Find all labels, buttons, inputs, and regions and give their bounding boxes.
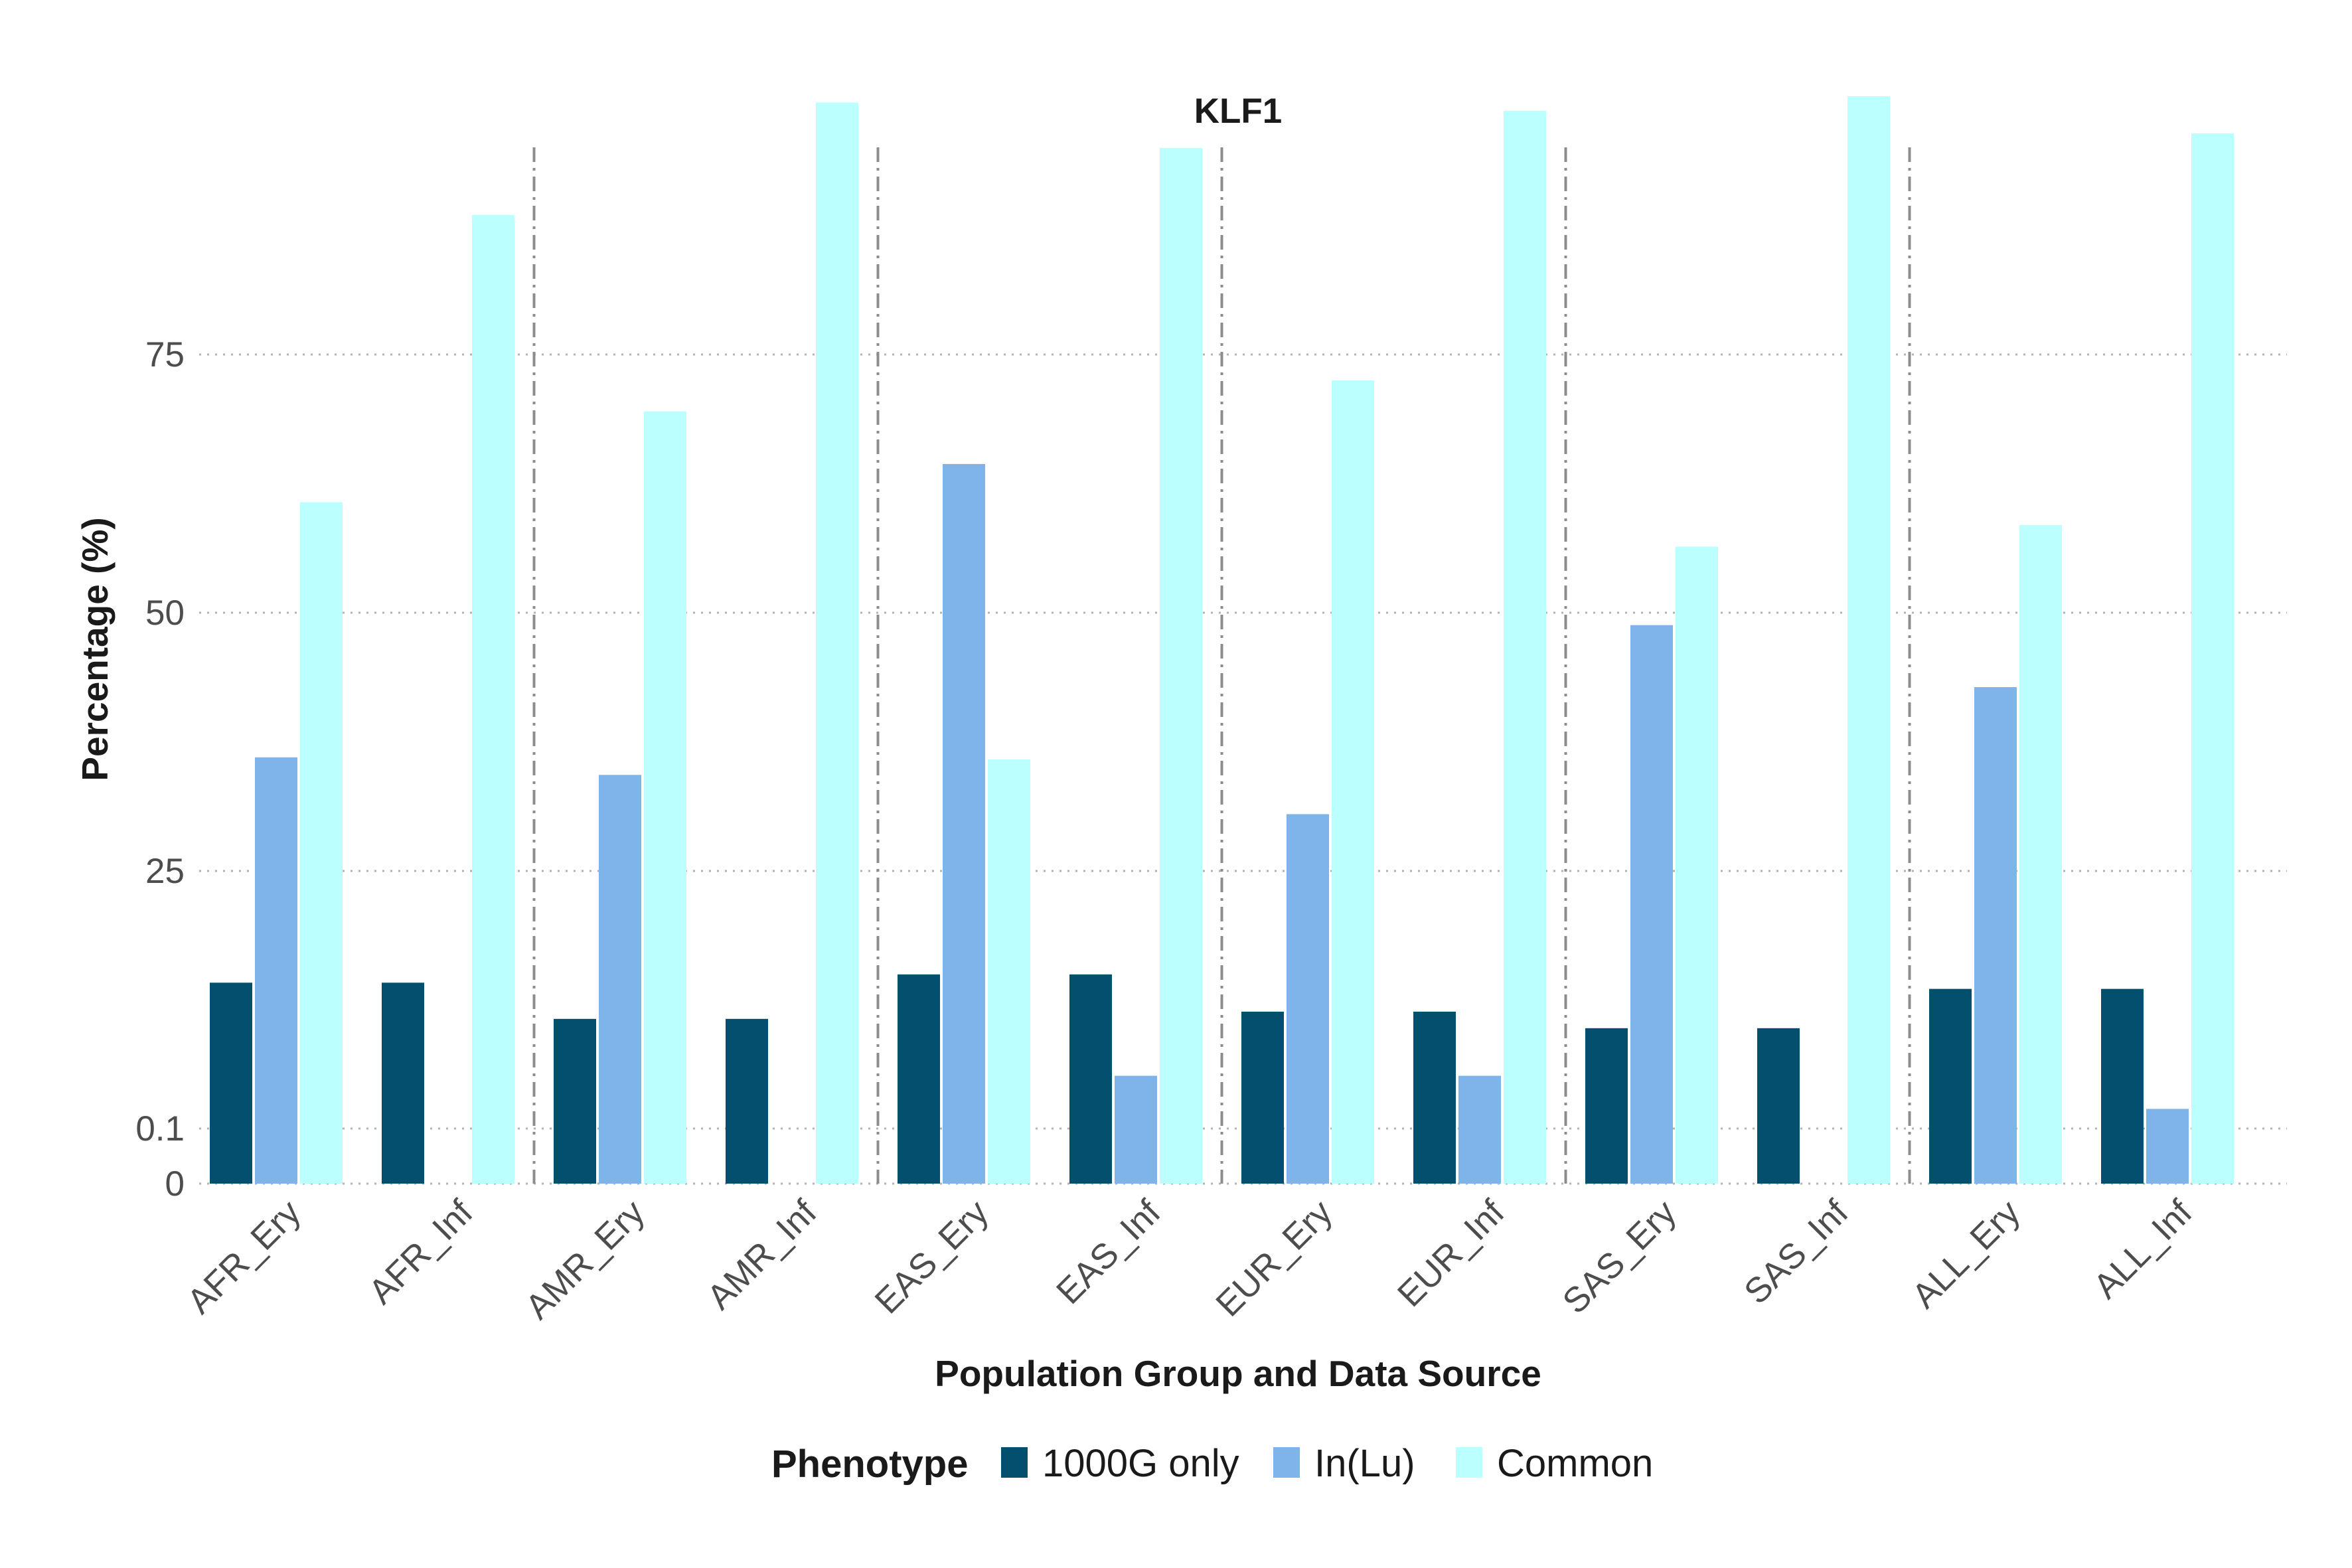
- bar-eur_ery-in-lu-: [1287, 814, 1329, 1184]
- bar-sas_ery-1000g-only: [1585, 1028, 1628, 1184]
- x-tick-label: EAS_Inf: [1049, 1193, 1168, 1312]
- x-tick-label: SAS_Ery: [1555, 1192, 1684, 1321]
- bar-eas_ery-in-lu-: [943, 463, 985, 1184]
- bar-sas_ery-common: [1676, 546, 1718, 1184]
- bar-eas_ery-common: [988, 759, 1030, 1184]
- bar-eas_ery-1000g-only: [898, 974, 940, 1184]
- bar-all_inf-1000g-only: [2101, 988, 2144, 1184]
- x-tick-label: EUR_Ery: [1209, 1192, 1340, 1324]
- x-tick-label: ALL_Ery: [1905, 1192, 2028, 1316]
- legend-label: 1000G only: [1042, 1442, 1239, 1485]
- bar-afr_ery-common: [300, 502, 343, 1184]
- x-tick-label: ALL_Inf: [2086, 1193, 2200, 1306]
- bar-eur_inf-common: [1504, 110, 1546, 1184]
- bars: [210, 96, 2234, 1184]
- legend-swatch: [1456, 1447, 1482, 1478]
- x-tick-label: AMR_Ery: [518, 1192, 652, 1326]
- group-separators: [532, 147, 1911, 1184]
- bar-all_ery-1000g-only: [1929, 988, 1972, 1184]
- y-axis-ticks: 0 0.1 25 50 75: [135, 335, 185, 1204]
- x-tick-label: EAS_Ery: [868, 1192, 996, 1321]
- bar-all_inf-in-lu-: [2146, 1109, 2189, 1184]
- bar-sas_inf-common: [1847, 96, 1890, 1184]
- x-tick-label: SAS_Inf: [1737, 1193, 1855, 1312]
- bar-all_ery-in-lu-: [1974, 687, 2017, 1184]
- x-tick-label: EUR_Inf: [1390, 1193, 1512, 1315]
- bar-amr_ery-1000g-only: [554, 1018, 596, 1184]
- bar-afr_inf-1000g-only: [382, 982, 424, 1184]
- legend-items: 1000G only In(Lu) Common: [1001, 1442, 1653, 1485]
- bar-eas_inf-in-lu-: [1115, 1075, 1157, 1184]
- bar-amr_inf-common: [816, 102, 858, 1184]
- legend-label: In(Lu): [1314, 1442, 1415, 1485]
- y-tick-label: 50: [145, 593, 185, 633]
- bar-eur_ery-1000g-only: [1241, 1011, 1284, 1184]
- bar-amr_ery-in-lu-: [599, 775, 641, 1184]
- y-tick-label: 0.1: [135, 1109, 185, 1148]
- bar-afr_inf-common: [472, 214, 514, 1184]
- legend-swatch: [1001, 1447, 1028, 1478]
- bar-eur_inf-1000g-only: [1413, 1011, 1456, 1184]
- bar-afr_ery-1000g-only: [210, 982, 252, 1184]
- x-tick-label: AMR_Inf: [700, 1193, 824, 1318]
- bar-all_inf-common: [2191, 133, 2234, 1184]
- bar-amr_ery-common: [644, 411, 686, 1184]
- y-tick-label: 0: [165, 1164, 185, 1204]
- x-axis-ticks: AFR_Ery AFR_Inf AMR_Ery AMR_Inf EAS_Ery EAS_I…: [180, 1192, 2200, 1326]
- legend-label: Common: [1497, 1442, 1653, 1485]
- legend: Phenotype 1000G only In(Lu) Common: [771, 1442, 1653, 1486]
- x-axis-label: Population Group and Data Source: [935, 1353, 1541, 1394]
- legend-title: Phenotype: [771, 1443, 969, 1486]
- bar-eas_inf-common: [1160, 147, 1202, 1184]
- bar-afr_ery-in-lu-: [255, 757, 297, 1184]
- bar-sas_ery-in-lu-: [1630, 625, 1673, 1184]
- bar-sas_inf-1000g-only: [1757, 1028, 1800, 1184]
- bar-all_ery-common: [2019, 524, 2062, 1184]
- bar-eas_inf-1000g-only: [1069, 974, 1112, 1184]
- legend-swatch: [1273, 1447, 1300, 1478]
- x-tick-label: AFR_Ery: [180, 1192, 309, 1321]
- bar-amr_inf-1000g-only: [726, 1018, 768, 1184]
- y-tick-label: 75: [145, 335, 185, 374]
- chart-title: KLF1: [1194, 92, 1283, 131]
- bar-eur_ery-common: [1332, 380, 1374, 1184]
- bar-eur_inf-in-lu-: [1458, 1075, 1501, 1184]
- y-axis-label: Percentage (%): [74, 517, 116, 781]
- x-tick-label: AFR_Inf: [361, 1193, 480, 1312]
- y-tick-label: 25: [145, 852, 185, 891]
